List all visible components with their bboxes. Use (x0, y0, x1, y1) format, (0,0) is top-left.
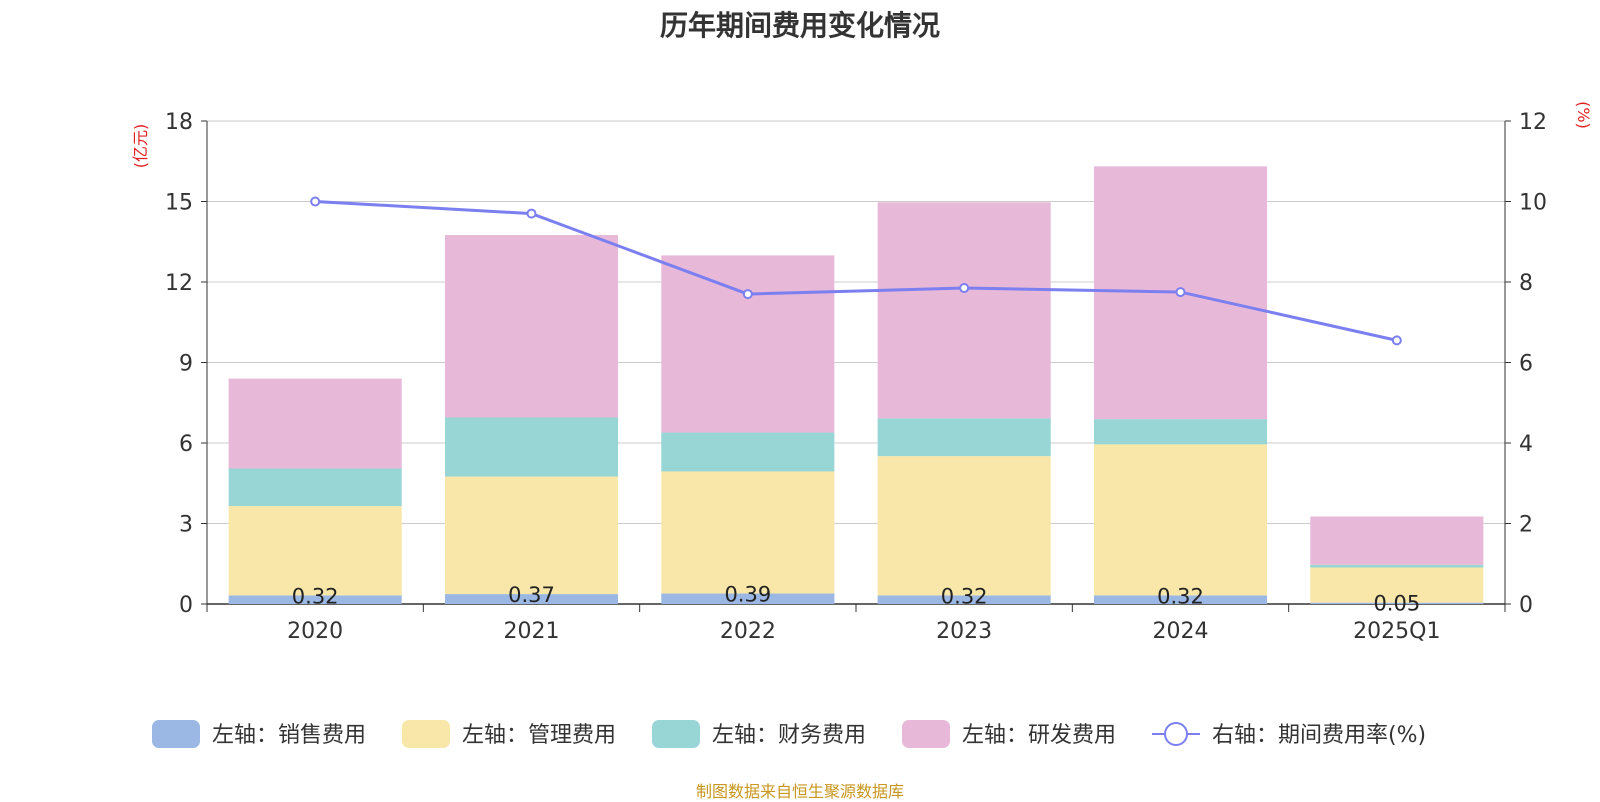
rate-line (315, 200, 1398, 342)
bar-segment-2-5 (1310, 564, 1484, 568)
legend-label-2: 左轴：财务费用 (712, 723, 866, 748)
data-label-sales: 0.05 (1373, 592, 1420, 616)
legend-label-1: 左轴：管理费用 (462, 723, 616, 748)
x-tick-label: 2023 (936, 619, 992, 644)
y-right-tick-label: 4 (1519, 432, 1533, 457)
bar-segment-2-2 (661, 432, 835, 472)
data-label-sales: 0.32 (1157, 584, 1204, 608)
data-label-sales: 0.39 (724, 583, 771, 607)
chart-title: 历年期间费用变化情况 (659, 9, 940, 42)
bar-segment-2-0 (228, 468, 402, 507)
y-left-tick-label: 12 (165, 271, 193, 296)
data-label-sales: 0.32 (292, 584, 339, 608)
bar-segment-0-0 (228, 595, 402, 604)
y-left-tick-label: 15 (165, 191, 193, 216)
y-right-axis-unit: (%) (1574, 101, 1593, 129)
bar-segment-3-2 (661, 255, 835, 433)
legend-label-4: 右轴：期间费用率(%) (1212, 723, 1426, 748)
data-label-sales: 0.37 (508, 583, 555, 607)
y-left-tick-label: 9 (179, 352, 193, 377)
bar-segment-2-3 (877, 418, 1051, 457)
bar-segment-3-3 (877, 202, 1051, 419)
y-right-tick-label: 0 (1519, 593, 1533, 618)
y-left-tick-label: 0 (179, 593, 193, 618)
y-left-tick-label: 18 (165, 110, 193, 135)
y-right-tick-label: 2 (1519, 513, 1533, 538)
bar-segment-1-5 (1310, 567, 1484, 603)
bar-segment-0-4 (1093, 595, 1268, 604)
data-label-sales: 0.32 (941, 584, 988, 608)
bar-segment-0-2 (661, 593, 835, 604)
legend-marker-icon (1164, 722, 1188, 746)
legend-swatch-0 (152, 720, 200, 748)
x-tick-label: 2024 (1153, 619, 1209, 644)
bar-segment-2-4 (1093, 419, 1268, 445)
bar-segment-1-2 (661, 471, 835, 594)
bar-segment-1-0 (228, 506, 402, 596)
rate-point-5 (1391, 335, 1402, 346)
y-left-tick-label: 6 (179, 432, 193, 457)
bar-segment-0-1 (444, 594, 619, 604)
legend-swatch-2 (652, 720, 700, 748)
legend-swatch-1 (402, 720, 450, 748)
bar-segment-1-4 (1093, 444, 1268, 596)
legend-swatch-3 (902, 720, 950, 748)
bar-segment-1-1 (444, 476, 619, 595)
rate-point-3 (959, 283, 970, 294)
bar-segment-3-1 (444, 235, 619, 418)
bar-segment-2-1 (444, 417, 619, 477)
legend-label-0: 左轴：销售费用 (212, 723, 366, 748)
rate-point-1 (526, 208, 537, 219)
y-left-axis-unit: (亿元) (131, 124, 150, 169)
bar-segment-3-0 (228, 378, 402, 469)
rate-point-0 (310, 196, 321, 207)
rate-point-2 (742, 289, 753, 300)
x-tick-label: 2025Q1 (1353, 619, 1440, 644)
y-right-tick-label: 10 (1519, 191, 1547, 216)
bar-segment-0-3 (877, 595, 1051, 604)
bar-segment-3-5 (1310, 516, 1484, 565)
x-tick-label: 2021 (504, 619, 560, 644)
y-right-tick-label: 8 (1519, 271, 1533, 296)
bar-segment-0-5 (1310, 602, 1484, 604)
x-tick-label: 2020 (287, 619, 343, 644)
rate-point-4 (1175, 287, 1186, 298)
legend-label-3: 左轴：研发费用 (962, 723, 1116, 748)
x-tick-label: 2022 (720, 619, 776, 644)
y-left-tick-label: 3 (179, 513, 193, 538)
source-note: 制图数据来自恒生聚源数据库 (695, 782, 904, 801)
bar-segment-1-3 (877, 456, 1051, 596)
y-right-tick-label: 12 (1519, 110, 1547, 135)
y-right-tick-label: 6 (1519, 352, 1533, 377)
